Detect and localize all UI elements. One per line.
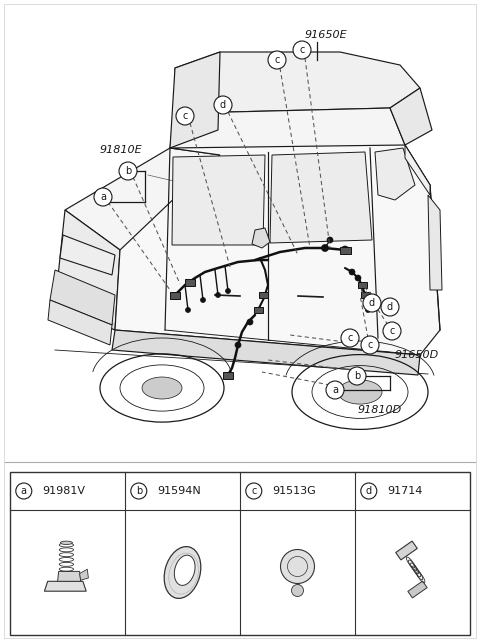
Polygon shape: [390, 88, 432, 145]
Text: c: c: [348, 333, 353, 343]
Text: 91650E: 91650E: [305, 30, 348, 40]
Polygon shape: [175, 52, 420, 112]
Polygon shape: [65, 148, 230, 250]
Circle shape: [226, 288, 230, 293]
Polygon shape: [396, 541, 417, 560]
Text: d: d: [366, 486, 372, 496]
Circle shape: [291, 584, 303, 596]
Text: 91513G: 91513G: [272, 486, 315, 496]
Circle shape: [16, 483, 32, 499]
Polygon shape: [252, 228, 270, 248]
Circle shape: [293, 41, 311, 59]
Text: 91810D: 91810D: [358, 405, 402, 415]
Text: d: d: [369, 298, 375, 308]
Text: a: a: [332, 385, 338, 395]
Circle shape: [381, 298, 399, 316]
Polygon shape: [172, 155, 265, 245]
Bar: [339, 247, 350, 254]
Circle shape: [246, 483, 262, 499]
Circle shape: [131, 483, 147, 499]
Text: d: d: [220, 100, 226, 110]
Polygon shape: [405, 145, 430, 195]
Polygon shape: [55, 210, 120, 330]
Polygon shape: [58, 571, 81, 581]
Text: b: b: [125, 166, 131, 176]
Bar: [358, 282, 367, 288]
Polygon shape: [170, 105, 405, 155]
Polygon shape: [408, 581, 427, 598]
Circle shape: [363, 294, 381, 312]
Circle shape: [361, 336, 379, 354]
Bar: [259, 292, 267, 298]
Polygon shape: [44, 581, 86, 591]
Bar: [253, 307, 263, 313]
Text: c: c: [251, 486, 256, 496]
Text: a: a: [21, 486, 27, 496]
Polygon shape: [50, 270, 115, 325]
Ellipse shape: [142, 377, 182, 399]
Polygon shape: [115, 145, 440, 355]
Polygon shape: [112, 330, 420, 375]
Circle shape: [327, 237, 333, 243]
Circle shape: [322, 245, 328, 252]
Circle shape: [268, 51, 286, 69]
Circle shape: [94, 188, 112, 206]
Bar: [223, 372, 233, 379]
Polygon shape: [170, 52, 220, 148]
Ellipse shape: [338, 380, 382, 404]
Circle shape: [247, 319, 253, 325]
Text: 91594N: 91594N: [157, 486, 201, 496]
Circle shape: [280, 550, 314, 584]
Text: 91714: 91714: [387, 486, 422, 496]
Text: 91810E: 91810E: [100, 145, 143, 155]
Bar: [360, 292, 370, 298]
Text: c: c: [300, 45, 305, 55]
Polygon shape: [80, 569, 88, 580]
Text: b: b: [136, 486, 142, 496]
Polygon shape: [270, 152, 372, 243]
Circle shape: [201, 297, 205, 302]
FancyBboxPatch shape: [10, 472, 470, 635]
Polygon shape: [428, 195, 442, 290]
Text: 91981V: 91981V: [42, 486, 85, 496]
Circle shape: [235, 342, 241, 348]
Circle shape: [341, 246, 349, 254]
Ellipse shape: [164, 546, 201, 598]
Text: c: c: [389, 326, 395, 336]
Ellipse shape: [174, 555, 195, 586]
Bar: [185, 279, 195, 286]
Circle shape: [383, 322, 401, 340]
Circle shape: [216, 293, 220, 297]
Circle shape: [348, 367, 366, 385]
Polygon shape: [375, 148, 415, 200]
Bar: [170, 291, 180, 299]
Circle shape: [361, 483, 377, 499]
Circle shape: [176, 107, 194, 125]
Text: b: b: [354, 371, 360, 381]
Text: 91650D: 91650D: [395, 350, 439, 360]
Polygon shape: [48, 300, 112, 345]
Text: a: a: [100, 192, 106, 202]
Circle shape: [326, 381, 344, 399]
Circle shape: [355, 275, 361, 281]
Text: d: d: [387, 302, 393, 312]
Circle shape: [341, 329, 359, 347]
Ellipse shape: [60, 541, 72, 544]
Circle shape: [365, 308, 371, 313]
Circle shape: [214, 96, 232, 114]
Text: c: c: [182, 111, 188, 121]
Circle shape: [119, 162, 137, 180]
Circle shape: [349, 269, 355, 275]
Text: c: c: [274, 55, 280, 65]
Text: c: c: [367, 340, 372, 350]
Circle shape: [185, 308, 191, 313]
Polygon shape: [60, 235, 115, 275]
